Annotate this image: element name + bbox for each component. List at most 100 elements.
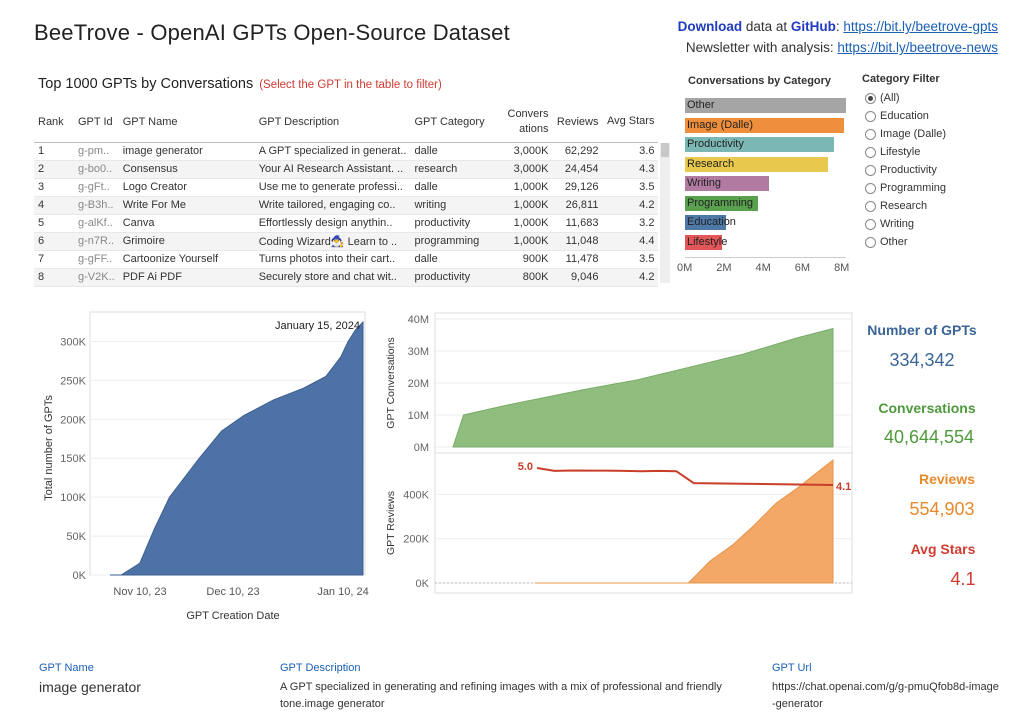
cell-gpt-id: g-B3h.. xyxy=(74,196,119,215)
cell-rank: 2 xyxy=(34,160,74,179)
detail-name-value: image generator xyxy=(39,679,141,695)
filter-option-image-dalle[interactable]: Image (Dalle) xyxy=(865,128,946,140)
cell-gpt-name: Consensus xyxy=(118,160,255,179)
category-bar-lifestyle[interactable]: Lifestyle xyxy=(685,234,728,250)
cell-gpt-category: dalle xyxy=(410,250,491,269)
category-bar-writing[interactable]: Writing xyxy=(685,176,770,191)
reviews-area xyxy=(535,458,834,584)
category-bar-productivity[interactable]: Productivity xyxy=(685,137,835,152)
header-links: Download data at GitHub: https://bit.ly/… xyxy=(678,16,998,58)
cell-conversations: 900K xyxy=(490,250,553,269)
col-avg-stars[interactable]: Avg Stars xyxy=(602,102,659,143)
radio-icon[interactable] xyxy=(865,146,876,158)
category-bar-other[interactable]: Other xyxy=(685,98,846,113)
cell-gpt-description: Use me to generate professi.. xyxy=(254,178,411,197)
radio-icon[interactable] xyxy=(865,92,876,104)
cell-gpt-name: Grimoire xyxy=(118,232,255,251)
cell-reviews: 11,478 xyxy=(552,250,603,269)
col-gpt-description[interactable]: GPT Description xyxy=(254,102,411,143)
radio-icon[interactable] xyxy=(865,236,876,248)
kpi-gpts-label: Number of GPTs xyxy=(867,322,977,338)
filter-option-label: Other xyxy=(880,236,908,248)
table-row[interactable]: 3 g-gFt.. Logo Creator Use me to generate p… xyxy=(34,178,659,197)
newsletter-link[interactable]: https://bit.ly/beetrove-news xyxy=(837,40,998,55)
cell-gpt-name: Logo Creator xyxy=(118,178,255,197)
y-tick-label: 50K xyxy=(66,531,86,543)
y-tick-label: 300K xyxy=(60,336,86,348)
y-tick-label: 200K xyxy=(60,414,86,426)
cell-gpt-id: g-bo0.. xyxy=(74,160,119,179)
kpi-reviews-value: 554,903 xyxy=(909,499,975,519)
chart-annotation-date: January 15, 2024 xyxy=(275,320,360,332)
filter-option-label: Lifestyle xyxy=(880,146,921,158)
category-bar-education[interactable]: Education xyxy=(685,215,736,230)
col-gpt-id[interactable]: GPT Id xyxy=(74,102,119,143)
page-title: BeeTrove - OpenAI GPTs Open-Source Datas… xyxy=(34,20,510,45)
table-scrollbar[interactable] xyxy=(660,143,670,283)
table-row[interactable]: 5 g-alKf.. Canva Effortlessly design anythi… xyxy=(34,214,659,233)
table-row[interactable]: 1 g-pm.. image generator A GPT specialized … xyxy=(34,142,659,161)
col-gpt-category[interactable]: GPT Category xyxy=(410,102,491,143)
filter-option-productivity[interactable]: Productivity xyxy=(865,164,937,176)
col-conversations[interactable]: Convers ations xyxy=(490,102,553,143)
cell-gpt-name: Cartoonize Yourself xyxy=(118,250,255,269)
table-row[interactable]: 2 g-bo0.. Consensus Your AI Research Assist… xyxy=(34,160,659,179)
x-tick-label: Jan 27 xyxy=(488,604,521,605)
cell-reviews: 11,683 xyxy=(552,214,603,233)
filter-option-education[interactable]: Education xyxy=(865,110,929,122)
cell-rank: 4 xyxy=(34,196,74,215)
github-label: GitHub xyxy=(790,19,836,34)
detail-url-value[interactable]: https://chat.openai.com/g/g-pmuQfob8d-im… xyxy=(772,681,999,710)
table-title: Top 1000 GPTs by Conversations (Select th… xyxy=(38,76,442,92)
cell-gpt-id: g-gFF.. xyxy=(74,250,119,269)
category-bar-research[interactable]: Research xyxy=(685,156,829,172)
cell-gpt-description: Write tailored, engaging co.. xyxy=(254,196,411,215)
filter-option-writing[interactable]: Writing xyxy=(865,218,914,230)
x-axis-title: GPT Creation Date xyxy=(186,610,279,622)
x-tick-label: Mar 7 xyxy=(790,604,818,605)
radio-icon[interactable] xyxy=(865,164,876,176)
cell-conversations: 1,000K xyxy=(490,214,553,233)
filter-option-label: Productivity xyxy=(880,164,937,176)
filter-option-all[interactable]: (All) xyxy=(865,92,900,104)
filter-option-lifestyle[interactable]: Lifestyle xyxy=(865,146,920,158)
table-row[interactable]: 6 g-n7R.. Grimoire Coding Wizard🧙‍♂️ Learn … xyxy=(34,232,659,251)
cell-gpt-id: g-pm.. xyxy=(74,142,119,161)
cell-avg-stars: 3.2 xyxy=(602,214,659,233)
cell-rank: 3 xyxy=(34,178,74,197)
cell-gpt-category: writing xyxy=(410,196,491,215)
category-bar-programming[interactable]: Programming xyxy=(685,195,758,211)
cell-gpt-description: Effortlessly design anythin.. xyxy=(254,214,411,233)
radio-icon[interactable] xyxy=(865,218,876,230)
x-tick-label: Dec 10, 23 xyxy=(206,586,259,598)
gpts-creation-chart: 0K 50K 100K 150K 200K 250K 300K Nov 10, 23 Dec 1… xyxy=(43,311,369,622)
category-bar-image-dalle[interactable]: Image (Dalle) xyxy=(685,117,845,133)
cell-gpt-category: productivity xyxy=(410,268,491,287)
download-link[interactable]: https://bit.ly/beetrove-gpts xyxy=(843,19,998,34)
category-axis-tick: 8M xyxy=(834,262,850,274)
y-tick-label: 100K xyxy=(60,492,86,504)
table-row[interactable]: 8 g-V2K.. PDF Ai PDF Securely store and cha… xyxy=(34,268,659,287)
col-reviews[interactable]: Reviews xyxy=(552,102,603,143)
x-tick-label: Feb 16 xyxy=(639,604,673,605)
table-row[interactable]: 7 g-gFF.. Cartoonize Yourself Turns photos … xyxy=(34,250,659,269)
filter-option-research[interactable]: Research xyxy=(865,200,927,212)
y-tick-label: 150K xyxy=(60,453,86,465)
cell-rank: 5 xyxy=(34,214,74,233)
col-rank[interactable]: Rank xyxy=(34,102,74,143)
filter-option-other[interactable]: Other xyxy=(865,236,908,248)
cell-avg-stars: 4.3 xyxy=(602,160,659,179)
radio-icon[interactable] xyxy=(865,128,876,140)
table-scroll-thumb[interactable] xyxy=(661,143,669,157)
filter-option-programming[interactable]: Programming xyxy=(865,182,946,194)
radio-icon[interactable] xyxy=(865,200,876,212)
y-tick-label: 250K xyxy=(60,375,86,387)
cell-conversations: 1,000K xyxy=(490,178,553,197)
conversations-reviews-chart: 0M 10M 20M 30M 40M GPT Conversations 0K 200K 400… xyxy=(385,312,853,605)
col-gpt-name[interactable]: GPT Name xyxy=(118,102,255,143)
y-tick-label: 200K xyxy=(403,534,429,546)
radio-icon[interactable] xyxy=(865,110,876,122)
table-row[interactable]: 4 g-B3h.. Write For Me Write tailored, enga… xyxy=(34,196,659,215)
radio-icon[interactable] xyxy=(865,182,876,194)
newsletter-line: Newsletter with analysis: https://bit.ly… xyxy=(685,40,998,55)
